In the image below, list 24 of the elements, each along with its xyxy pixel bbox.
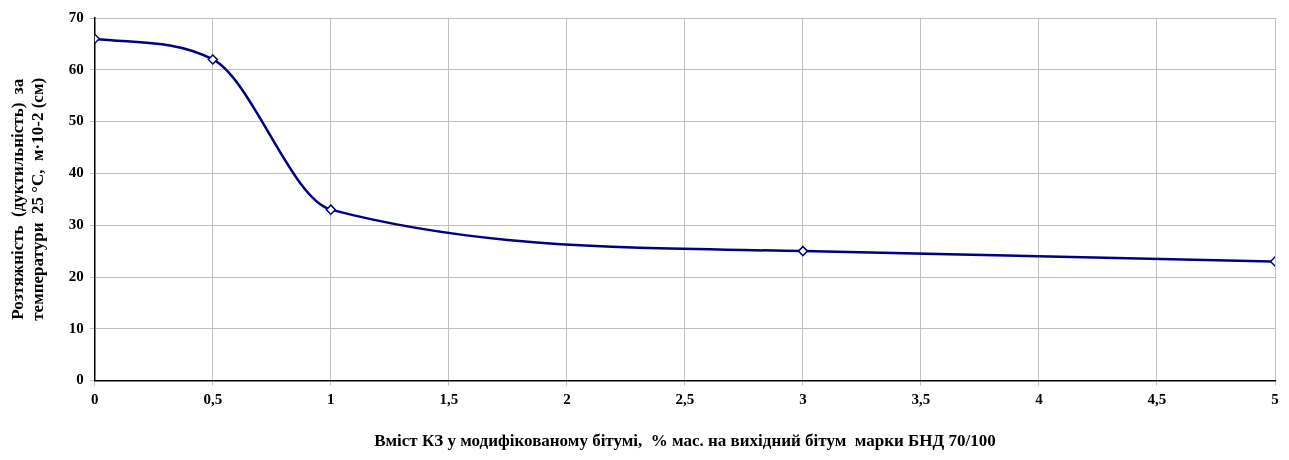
y-tick-label: 0 xyxy=(76,371,84,388)
y-tick-label: 20 xyxy=(68,267,84,284)
x-tick-label: 5 xyxy=(1271,391,1279,408)
x-tick-label: 1 xyxy=(327,391,335,408)
x-tick-label: 4,5 xyxy=(1147,391,1167,408)
x-axis-title: Вміст КЗ у модифікованому бітумі, % мас. на вихідний бітум марки БНД 70/100 xyxy=(374,431,996,451)
y-tick-label: 10 xyxy=(68,319,84,336)
y-tick-label: 60 xyxy=(68,60,84,77)
point xyxy=(325,204,337,215)
point xyxy=(207,54,219,65)
x-tick-label: 2 xyxy=(563,391,571,408)
x-tick-label: 0 xyxy=(91,391,99,408)
x-tick-label: 2,5 xyxy=(675,391,695,408)
y-tick-label: 50 xyxy=(68,112,84,129)
x-tick-label: 0,5 xyxy=(203,391,223,408)
x-tick-label: 3,5 xyxy=(911,391,931,408)
y-tick-label: 40 xyxy=(68,164,84,181)
x-tick-label: 1,5 xyxy=(439,391,459,408)
point xyxy=(797,245,809,257)
y-axis-title: Розтяжність (дуктильність) за температури 25 °С, м·10-2 (см) xyxy=(7,77,47,321)
y-tick-label: 70 xyxy=(68,8,84,25)
y-tick-label: 30 xyxy=(68,216,84,233)
x-tick-label: 3 xyxy=(799,391,807,408)
x-tick-label: 4 xyxy=(1035,391,1044,408)
